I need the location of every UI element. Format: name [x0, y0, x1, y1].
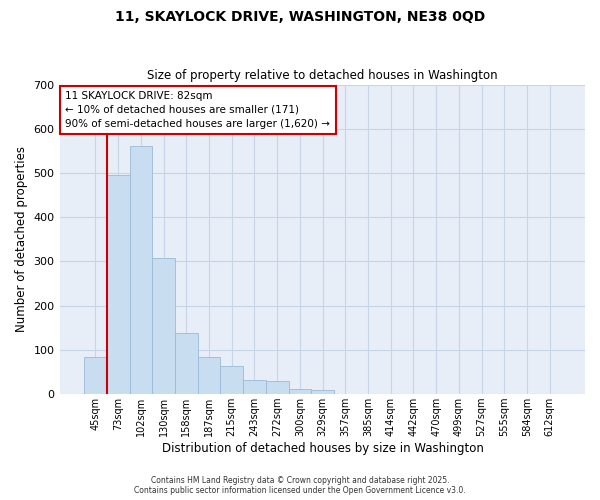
Bar: [289, 390, 311, 394]
Text: 11, SKAYLOCK DRIVE, WASHINGTON, NE38 0QD: 11, SKAYLOCK DRIVE, WASHINGTON, NE38 0QD: [115, 10, 485, 24]
Y-axis label: Number of detached properties: Number of detached properties: [15, 146, 28, 332]
Text: Contains HM Land Registry data © Crown copyright and database right 2025.
Contai: Contains HM Land Registry data © Crown c…: [134, 476, 466, 495]
Bar: [152, 258, 175, 394]
Bar: [107, 175, 130, 394]
Bar: [220, 366, 243, 394]
Bar: [84, 358, 107, 394]
Bar: [197, 356, 220, 394]
Title: Size of property relative to detached houses in Washington: Size of property relative to detached ho…: [148, 69, 498, 82]
Bar: [243, 380, 266, 394]
Text: 11 SKAYLOCK DRIVE: 82sqm
← 10% of detached houses are smaller (171)
90% of semi-: 11 SKAYLOCK DRIVE: 82sqm ← 10% of detach…: [65, 90, 331, 128]
Bar: [311, 390, 334, 394]
Bar: [175, 333, 197, 394]
Bar: [130, 146, 152, 394]
Bar: [266, 381, 289, 394]
X-axis label: Distribution of detached houses by size in Washington: Distribution of detached houses by size …: [161, 442, 484, 455]
